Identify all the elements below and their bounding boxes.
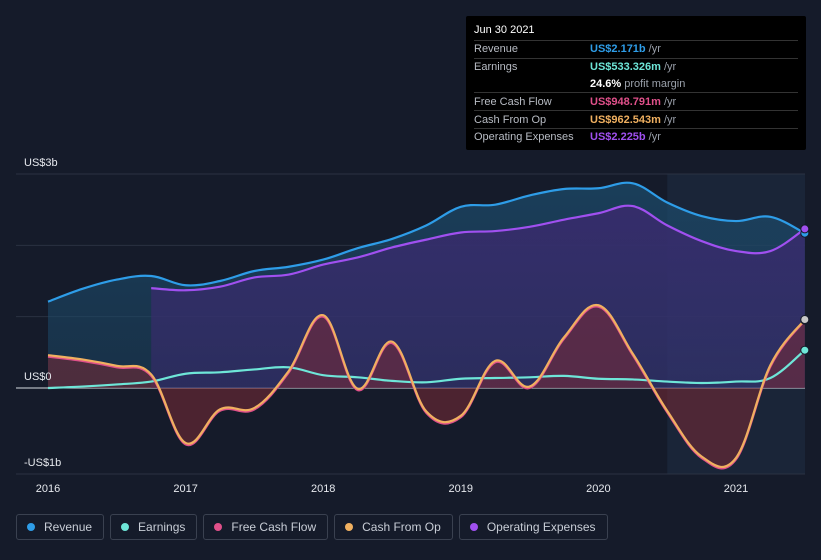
tooltip-value: US$2.171b — [590, 43, 646, 56]
tooltip-row-cfo: Cash From Op US$962.543m /yr — [474, 111, 798, 129]
series-endpoint-cash-from-op — [800, 315, 810, 325]
legend-label: Earnings — [138, 520, 186, 534]
x-tick-label: 2016 — [36, 483, 60, 495]
x-tick-label: 2017 — [173, 483, 197, 495]
legend-label: Operating Expenses — [486, 520, 596, 534]
tooltip-value: US$962.543m — [590, 113, 661, 126]
tooltip-value: US$2.225b — [590, 131, 646, 144]
legend-free-cash-flow[interactable]: Free Cash Flow — [203, 514, 329, 540]
tooltip-value: US$948.791m — [590, 95, 661, 108]
legend-dot-icon — [121, 523, 130, 531]
tooltip-unit: /yr — [663, 95, 677, 108]
tooltip-date: Jun 30 2021 — [474, 22, 798, 41]
tooltip-row-opex: Operating Expenses US$2.225b /yr — [474, 129, 798, 146]
legend-label: Cash From Op — [362, 520, 441, 534]
series-endpoint-earnings — [800, 345, 810, 355]
tooltip-unit: /yr — [648, 131, 661, 144]
series-line-earnings — [47, 349, 805, 390]
series-line-revenue — [47, 181, 805, 303]
series-line-cash-from-op — [47, 304, 805, 469]
tooltip-value: 24.6% — [590, 77, 622, 90]
legend-dot-icon — [214, 523, 223, 531]
legend-label: Free Cash Flow — [231, 520, 317, 534]
tooltip-value: US$533.326m — [590, 61, 661, 74]
tooltip-unit: /yr — [663, 61, 677, 74]
tooltip: Jun 30 2021 Revenue US$2.171b /yr Earnin… — [466, 16, 806, 150]
series-endpoint-operating-expenses — [800, 224, 810, 234]
y-tick-label: US$3b — [24, 157, 58, 169]
tooltip-label: Free Cash Flow — [474, 95, 552, 108]
tooltip-unit: /yr — [663, 113, 677, 126]
tooltip-row-revenue: Revenue US$2.171b /yr — [474, 41, 798, 59]
legend-dot-icon — [469, 523, 478, 531]
tooltip-label: Earnings — [474, 61, 518, 74]
legend-cash-from-op[interactable]: Cash From Op — [334, 514, 453, 540]
y-tick-label: US$0 — [24, 371, 52, 383]
tooltip-row-margin: 24.6% profit margin — [474, 76, 798, 94]
cash-from-op-area — [48, 304, 805, 467]
tooltip-label: Cash From Op — [474, 113, 547, 126]
series-line-operating-expenses — [151, 204, 805, 292]
legend-label: Revenue — [44, 520, 93, 534]
tooltip-row-earnings: Earnings US$533.326m /yr — [474, 59, 798, 76]
tooltip-row-fcf: Free Cash Flow US$948.791m /yr — [474, 93, 798, 112]
legend-operating-expenses[interactable]: Operating Expenses — [458, 514, 608, 540]
tooltip-label: Operating Expenses — [474, 131, 574, 144]
y-tick-label: -US$1b — [24, 457, 61, 469]
x-tick-label: 2019 — [449, 483, 473, 495]
x-tick-label: 2020 — [586, 483, 610, 495]
legend-revenue[interactable]: Revenue — [16, 514, 105, 540]
tooltip-unit: profit margin — [624, 77, 686, 90]
tooltip-label: Revenue — [474, 43, 519, 56]
legend-dot-icon — [345, 523, 354, 531]
x-tick-label: 2021 — [724, 483, 748, 495]
legend-earnings[interactable]: Earnings — [110, 514, 198, 540]
x-tick-label: 2018 — [311, 483, 335, 495]
tooltip-unit: /yr — [648, 43, 661, 56]
legend-dot-icon — [27, 523, 35, 531]
legend: Revenue Earnings Free Cash Flow Cash Fro… — [16, 514, 608, 540]
